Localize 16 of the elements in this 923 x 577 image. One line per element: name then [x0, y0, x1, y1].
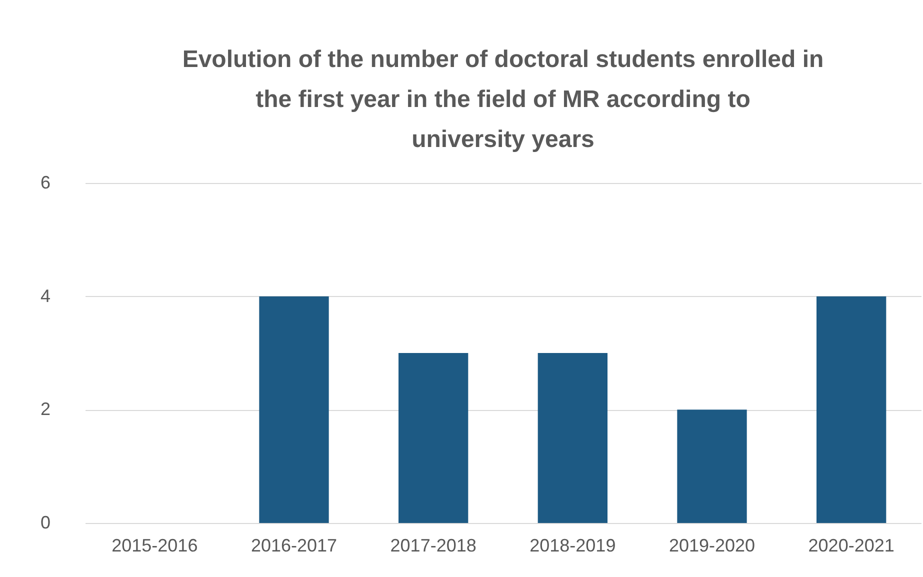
x-tick-label: 2018-2019 [530, 536, 616, 556]
y-tick-label: 4 [40, 286, 50, 306]
chart-title: Evolution of the number of doctoral students enrolled in the first year in the field of MR according to university years [182, 46, 824, 153]
bar [538, 353, 608, 523]
y-tick-label: 0 [40, 512, 50, 532]
bar [677, 410, 747, 523]
bar [816, 296, 886, 523]
y-tick-label: 6 [40, 172, 50, 192]
bar [259, 296, 329, 523]
x-tick-label: 2017-2018 [390, 536, 476, 556]
x-tick-label: 2016-2017 [250, 536, 338, 556]
y-tick-label: 2 [40, 399, 50, 420]
x-tick-label: 2020-2021 [808, 536, 894, 556]
x-tick-label: 2015-2016 [112, 536, 198, 556]
x-tick-label: 2019-2020 [668, 536, 756, 556]
bar [398, 353, 468, 523]
